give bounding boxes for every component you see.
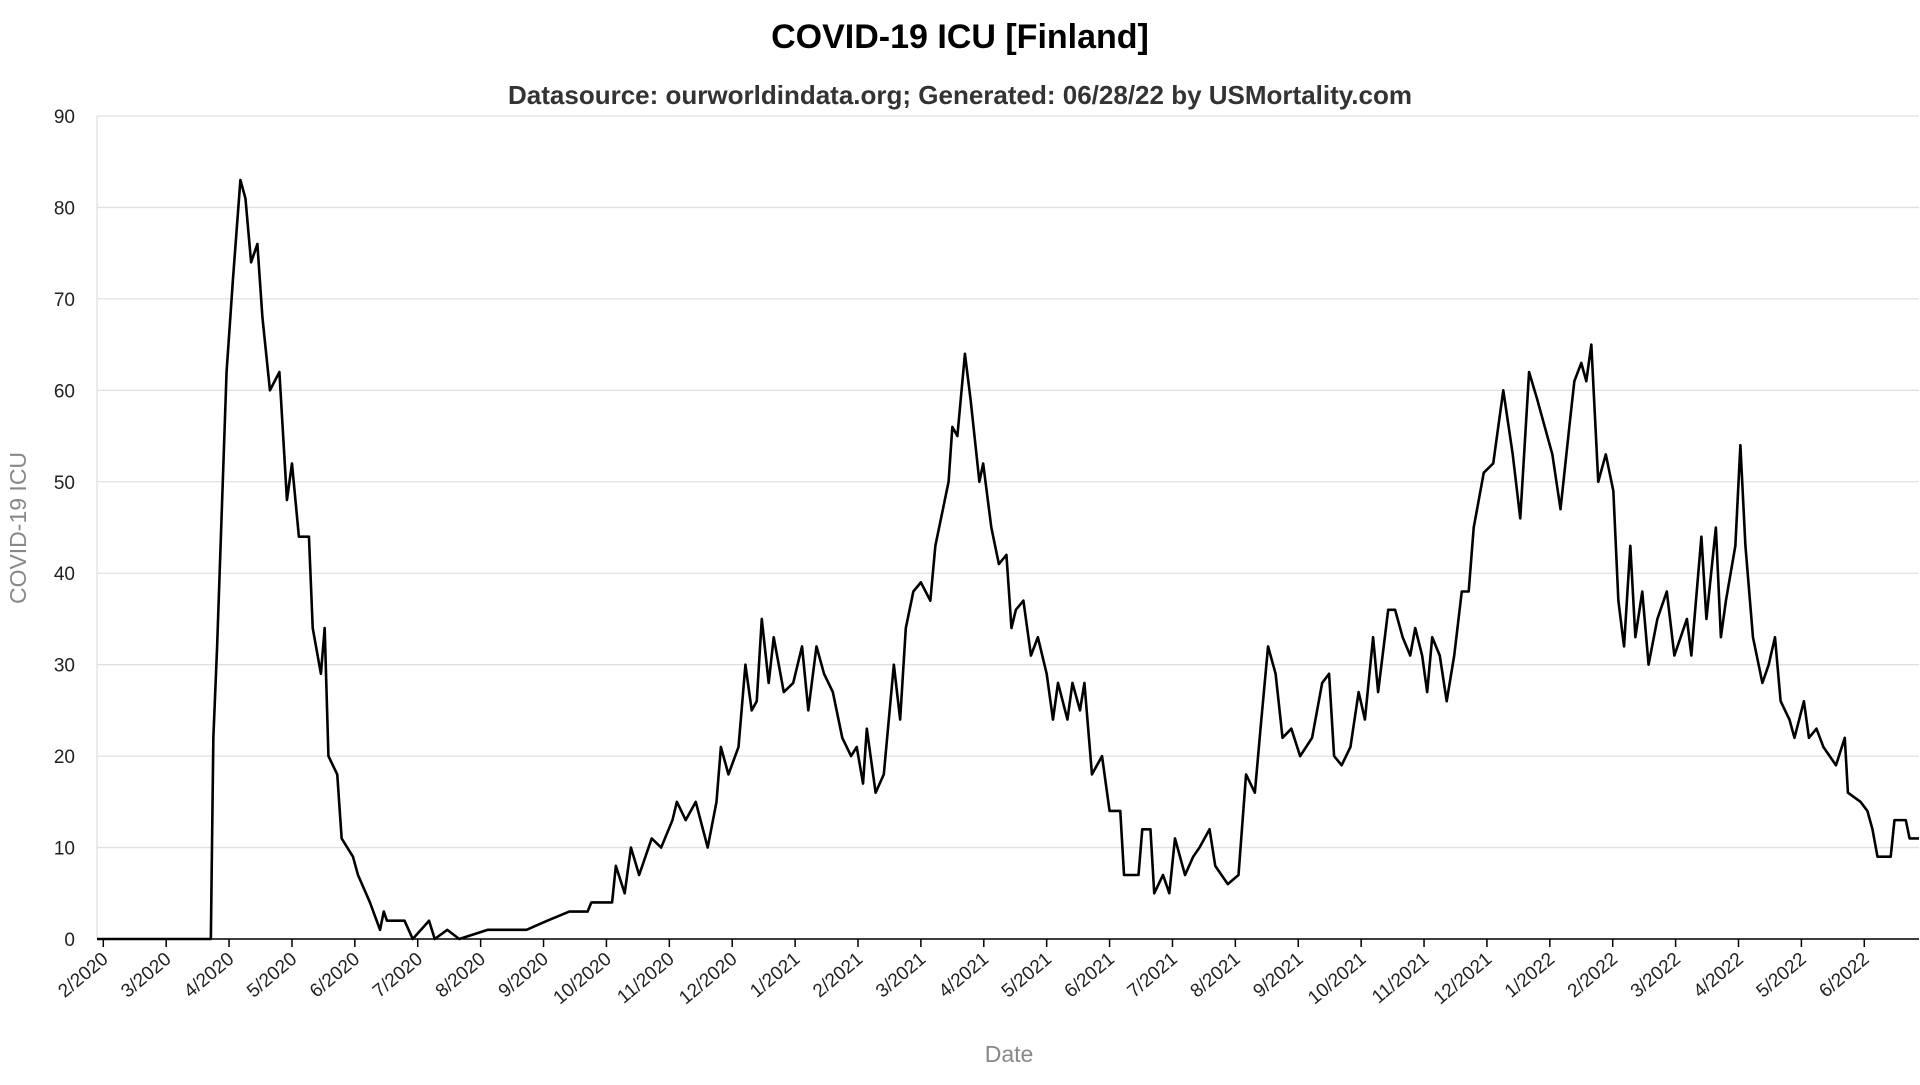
y-tick-label: 30 — [54, 656, 75, 677]
y-tick-label: 70 — [54, 290, 75, 311]
x-tick-label: 12/2021 — [1430, 949, 1496, 1009]
x-tick-label: 9/2021 — [1249, 949, 1307, 1002]
x-tick-label: 11/2020 — [613, 949, 678, 1008]
data-line — [97, 178, 1919, 941]
x-tick-label: 8/2020 — [432, 949, 490, 1002]
y-axis-label: COVID-19 ICU — [5, 452, 31, 604]
y-tick-label: 80 — [54, 198, 75, 219]
x-tick-label: 5/2020 — [243, 949, 301, 1002]
x-tick-label: 2/2020 — [54, 949, 112, 1002]
x-axis-label: Date — [985, 1041, 1034, 1067]
x-tick-label: 5/2021 — [998, 949, 1056, 1002]
x-tick-label: 3/2022 — [1627, 949, 1685, 1002]
x-tick-label: 3/2020 — [117, 949, 175, 1002]
chart-subtitle: Datasource: ourworldindata.org; Generate… — [508, 80, 1412, 110]
x-tick-label: 4/2020 — [180, 949, 238, 1002]
x-tick-label: 2/2022 — [1564, 949, 1622, 1002]
y-tick-label: 40 — [54, 564, 75, 585]
x-tick-label: 8/2021 — [1187, 949, 1245, 1002]
y-tick-label: 0 — [64, 930, 75, 951]
x-tick-label: 4/2022 — [1690, 949, 1748, 1002]
x-tick-label: 10/2021 — [1304, 949, 1370, 1009]
x-tick-label: 10/2020 — [550, 949, 616, 1009]
y-tick-label: 60 — [54, 381, 75, 402]
x-tick-label: 4/2021 — [935, 949, 993, 1002]
x-tick-label: 12/2020 — [675, 949, 741, 1009]
x-tick-label: 6/2020 — [306, 949, 364, 1002]
y-tick-label: 90 — [54, 107, 75, 128]
x-tick-label: 6/2021 — [1061, 949, 1119, 1002]
x-tick-label: 7/2020 — [369, 949, 427, 1002]
x-tick-label: 5/2022 — [1753, 949, 1811, 1002]
x-tick-label: 3/2021 — [872, 949, 930, 1002]
x-tick-label: 9/2020 — [495, 949, 553, 1002]
y-tick-label: 50 — [54, 473, 75, 494]
x-tick-label: 7/2021 — [1124, 949, 1182, 1002]
x-tick-label: 1/2022 — [1501, 949, 1559, 1002]
x-tick-label: 2/2021 — [809, 949, 867, 1002]
y-tick-label: 10 — [54, 839, 75, 860]
y-tick-label: 20 — [54, 747, 75, 768]
chart-title: COVID-19 ICU [Finland] — [771, 18, 1149, 56]
x-tick-label: 1/2021 — [746, 949, 804, 1002]
x-tick-label: 11/2021 — [1368, 949, 1433, 1008]
x-tick-label: 6/2022 — [1815, 949, 1873, 1002]
